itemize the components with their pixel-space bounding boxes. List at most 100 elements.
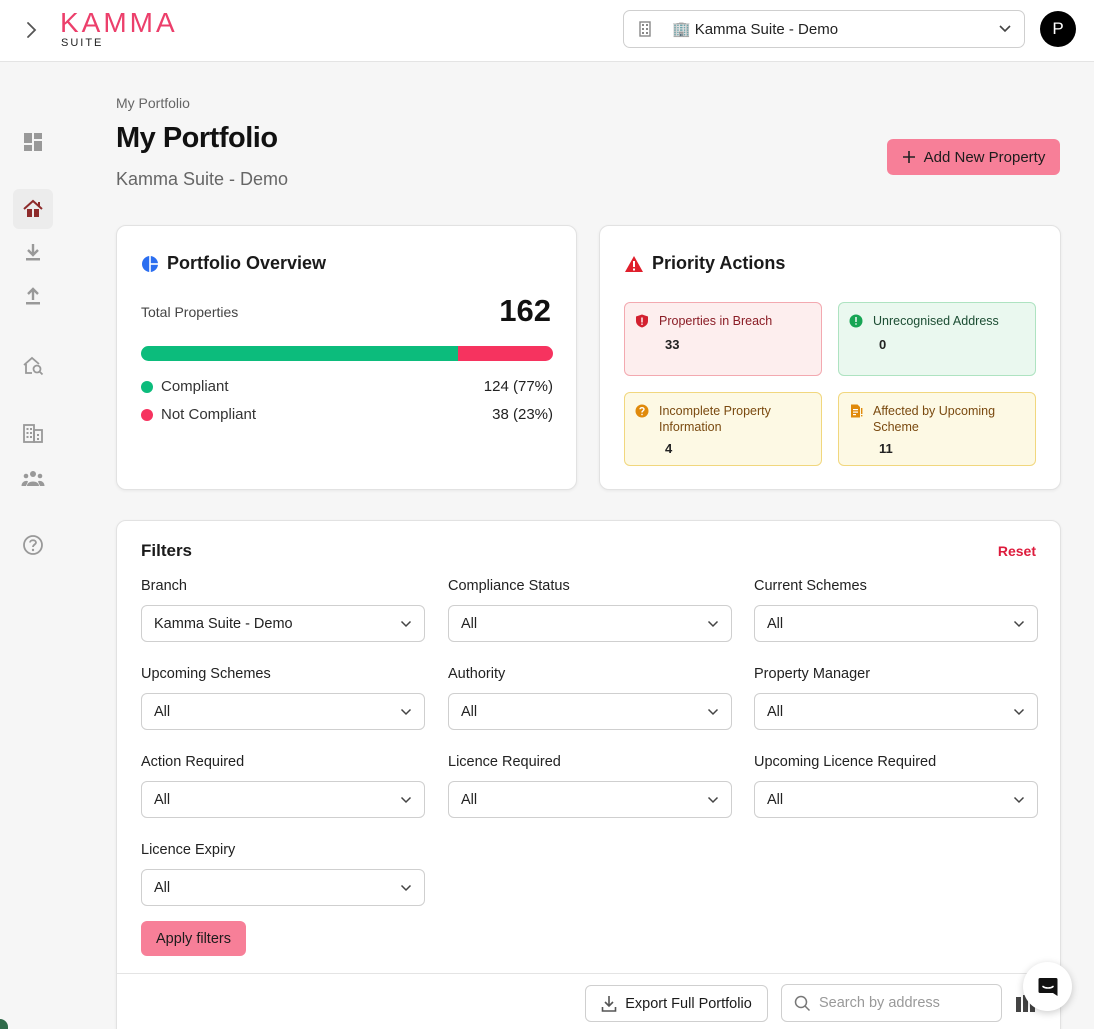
people-icon [21, 471, 45, 486]
legend-compliant: Compliant 124 (77%) [141, 378, 553, 395]
priority-actions-heading: Priority Actions [652, 253, 786, 273]
priority-label: Incomplete Property Information [659, 404, 771, 434]
filter-label-branch: Branch [141, 578, 187, 594]
upcoming-schemes-select-value: All [154, 703, 171, 720]
upload-icon [26, 287, 40, 305]
organisation-select[interactable]: 🏢 Kamma Suite - Demo [623, 10, 1025, 48]
divider [117, 973, 1060, 974]
sidebar-item-help[interactable] [13, 525, 53, 565]
add-new-property-label: Add New Property [923, 148, 1046, 166]
shield-alert-icon [636, 314, 648, 328]
page-subtitle: Kamma Suite - Demo [116, 169, 289, 189]
current-schemes-select-value: All [767, 615, 784, 632]
sidebar-item-download[interactable] [13, 232, 53, 272]
alert-circle-icon [849, 314, 863, 328]
priority-count: 33 [665, 337, 680, 352]
filters-title: Filters [141, 541, 193, 560]
sidebar [0, 62, 66, 1029]
sidebar-item-buildings[interactable] [13, 413, 53, 453]
total-properties-label: Total Properties [141, 304, 239, 320]
licence-expiry-select-value: All [154, 879, 171, 896]
priority-properties-in-breach[interactable]: Properties in Breach 33 [624, 302, 822, 376]
sidebar-item-dashboard[interactable] [13, 122, 53, 162]
search-input[interactable] [819, 995, 989, 1011]
authority-select[interactable]: All [448, 693, 732, 730]
user-avatar[interactable]: P [1040, 11, 1076, 47]
current-schemes-select[interactable]: All [754, 605, 1038, 642]
action-required-select[interactable]: All [141, 781, 425, 818]
corner-accent [0, 1019, 8, 1029]
property-manager-select-value: All [767, 703, 784, 720]
chevron-right-icon [27, 22, 37, 38]
apply-filters-button[interactable]: Apply filters [141, 921, 246, 956]
chevron-down-icon [1013, 796, 1025, 803]
chevron-down-icon [400, 708, 412, 715]
logo-subtitle: SUITE [61, 37, 104, 49]
compliant-value: 124 (77%) [483, 378, 553, 395]
page-title: My Portfolio [116, 122, 278, 154]
sidebar-item-portfolio[interactable] [13, 189, 53, 229]
compliance-bar-not-compliant [458, 346, 553, 361]
logo-wordmark: KAMMA [60, 7, 178, 38]
address-search[interactable] [781, 984, 1002, 1022]
branch-select-value: Kamma Suite - Demo [154, 615, 293, 632]
filter-label-licence-required: Licence Required [448, 754, 561, 770]
priority-unrecognised-address[interactable]: Unrecognised Address 0 [838, 302, 1036, 376]
priority-count: 11 [879, 441, 893, 456]
dashboard-icon [24, 133, 42, 151]
download-icon [26, 244, 40, 261]
sidebar-item-property-search[interactable] [13, 346, 53, 386]
property-search-icon [23, 356, 44, 376]
filter-label-licence-expiry: Licence Expiry [141, 842, 236, 858]
upcoming-schemes-select[interactable]: All [141, 693, 425, 730]
authority-select-value: All [461, 703, 478, 720]
total-properties-value: 162 [499, 293, 551, 328]
organisation-name: Kamma Suite - Demo [694, 20, 839, 38]
plus-icon [902, 151, 915, 163]
compliance-status-select[interactable]: All [448, 605, 732, 642]
kamma-logo[interactable]: KAMMA SUITE [60, 7, 178, 49]
filters-card: Filters Reset Branch Kamma Suite - Demo … [116, 520, 1061, 1029]
chevron-down-icon [1013, 708, 1025, 715]
compliance-bar-compliant [141, 346, 459, 361]
portfolio-overview-heading: Portfolio Overview [167, 253, 327, 273]
action-required-select-value: All [154, 791, 171, 808]
priority-actions-card: Priority Actions Properties in Breach 33… [599, 225, 1061, 490]
priority-count: 4 [665, 441, 673, 456]
licence-required-select[interactable]: All [448, 781, 732, 818]
priority-count: 0 [879, 337, 887, 352]
property-manager-select[interactable]: All [754, 693, 1038, 730]
chevron-down-icon [707, 708, 719, 715]
help-icon [23, 535, 43, 555]
home-portfolio-icon [23, 199, 43, 217]
branch-select[interactable]: Kamma Suite - Demo [141, 605, 425, 642]
sidebar-item-upload[interactable] [13, 276, 53, 316]
chevron-down-icon [707, 796, 719, 803]
not-compliant-value: 38 (23%) [492, 406, 553, 423]
pie-chart-icon [142, 255, 158, 272]
add-new-property-button[interactable]: Add New Property [887, 139, 1060, 175]
upcoming-licence-required-select-value: All [767, 791, 784, 808]
priority-label: Unrecognised Address [873, 314, 999, 328]
chat-launcher-button[interactable] [1023, 962, 1072, 1011]
building-icon [639, 21, 651, 37]
search-icon [794, 995, 811, 1011]
priority-label: Affected by Upcoming Scheme [873, 404, 996, 434]
sidebar-item-people[interactable] [13, 458, 53, 498]
priority-incomplete-property-information[interactable]: Incomplete Property Information 4 [624, 392, 822, 466]
chevron-down-icon [1013, 620, 1025, 627]
priority-affected-by-upcoming-scheme[interactable]: Affected by Upcoming Scheme 11 [838, 392, 1036, 466]
priority-actions-title: Priority Actions [624, 253, 785, 274]
export-full-portfolio-button[interactable]: Export Full Portfolio [585, 985, 768, 1022]
legend-not-compliant: Not Compliant 38 (23%) [141, 406, 553, 423]
building-icon [23, 424, 43, 443]
reset-filters-link[interactable]: Reset [997, 543, 1036, 559]
compliance-bar [141, 346, 553, 361]
breadcrumb[interactable]: My Portfolio [116, 95, 190, 111]
filter-label-action-required: Action Required [141, 754, 245, 770]
licence-expiry-select[interactable]: All [141, 869, 425, 906]
upcoming-licence-required-select[interactable]: All [754, 781, 1038, 818]
chevron-down-icon [400, 796, 412, 803]
expand-sidebar-button[interactable] [18, 17, 44, 43]
top-bar: KAMMA SUITE 🏢 Kamma Suite - Demo P [0, 0, 1094, 62]
